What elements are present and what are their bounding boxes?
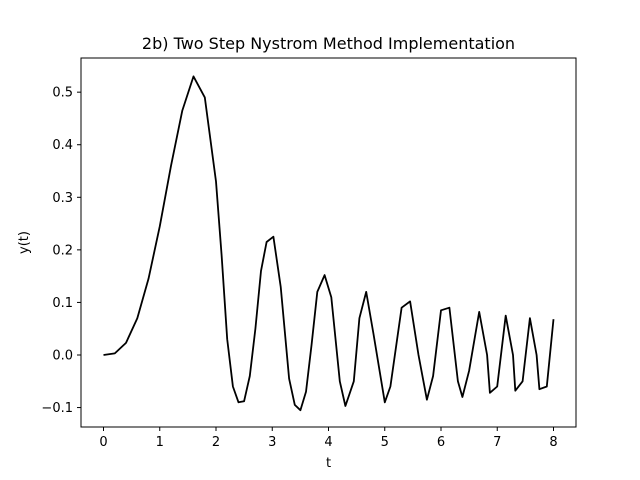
x-tick-label: 7 <box>493 435 501 450</box>
x-tick-label: 4 <box>324 435 332 450</box>
y-tick-label: 0.0 <box>52 348 73 363</box>
x-tick-label: 1 <box>156 435 164 450</box>
series-layer <box>103 75 555 412</box>
y-tick-label: 0.2 <box>52 243 73 258</box>
y-tick-label: 0.4 <box>52 138 73 153</box>
x-tick-label: 6 <box>437 435 445 450</box>
x-tick-label: 3 <box>268 435 276 450</box>
x-axis-title: t <box>326 456 331 471</box>
x-axis-ticks: 0 1 2 3 4 5 6 7 8 <box>99 427 558 450</box>
chart-title: 2b) Two Step Nystrom Method Implementati… <box>142 34 515 53</box>
x-tick-label: 5 <box>381 435 389 450</box>
x-tick-label: 2 <box>212 435 220 450</box>
x-tick-label: 0 <box>99 435 107 450</box>
y-tick-label: 0.3 <box>52 191 73 206</box>
plot-frame <box>80 57 577 428</box>
series-line <box>103 75 555 412</box>
y-tick-label: 0.1 <box>52 296 73 311</box>
y-tick-label: −0.1 <box>41 401 73 416</box>
y-axis-ticks: −0.1 0.0 0.1 0.2 0.3 0.4 0.5 <box>41 86 81 416</box>
y-tick-label: 0.5 <box>52 86 73 101</box>
x-tick-label: 8 <box>549 435 557 450</box>
y-axis-title: y(t) <box>17 231 32 254</box>
